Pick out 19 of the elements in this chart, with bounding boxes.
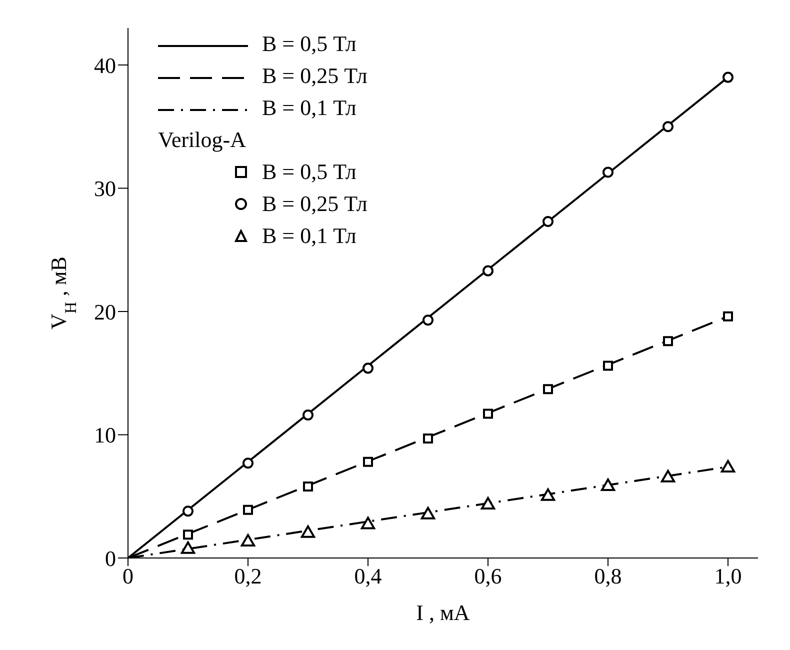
x-tick-label: 0,2 [234, 564, 262, 589]
x-tick-label: 0,8 [594, 564, 622, 589]
x-axis-title: I , мА [416, 600, 470, 625]
legend-label: B = 0,25 Тл [262, 190, 368, 218]
x-tick-label: 1,0 [714, 564, 742, 589]
x-tick-label: 0,4 [354, 564, 382, 589]
y-tick-label: 0 [105, 546, 116, 571]
legend-title: Verilog-A [158, 126, 247, 154]
legend-label: B = 0,1 Тл [262, 222, 356, 250]
legend-label: B = 0,1 Тл [262, 94, 356, 122]
legend-label: B = 0,5 Тл [262, 158, 356, 186]
x-tick-label: 0 [122, 564, 134, 589]
x-tick-label: 0,6 [474, 564, 502, 589]
legend-label: B = 0,5 Тл [262, 30, 356, 58]
y-tick-label: 20 [94, 299, 116, 324]
y-tick-label: 40 [94, 52, 116, 78]
y-tick-label: 10 [94, 422, 116, 448]
y-tick-label: 30 [94, 176, 116, 202]
legend-label: B = 0,25 Тл [262, 62, 368, 90]
